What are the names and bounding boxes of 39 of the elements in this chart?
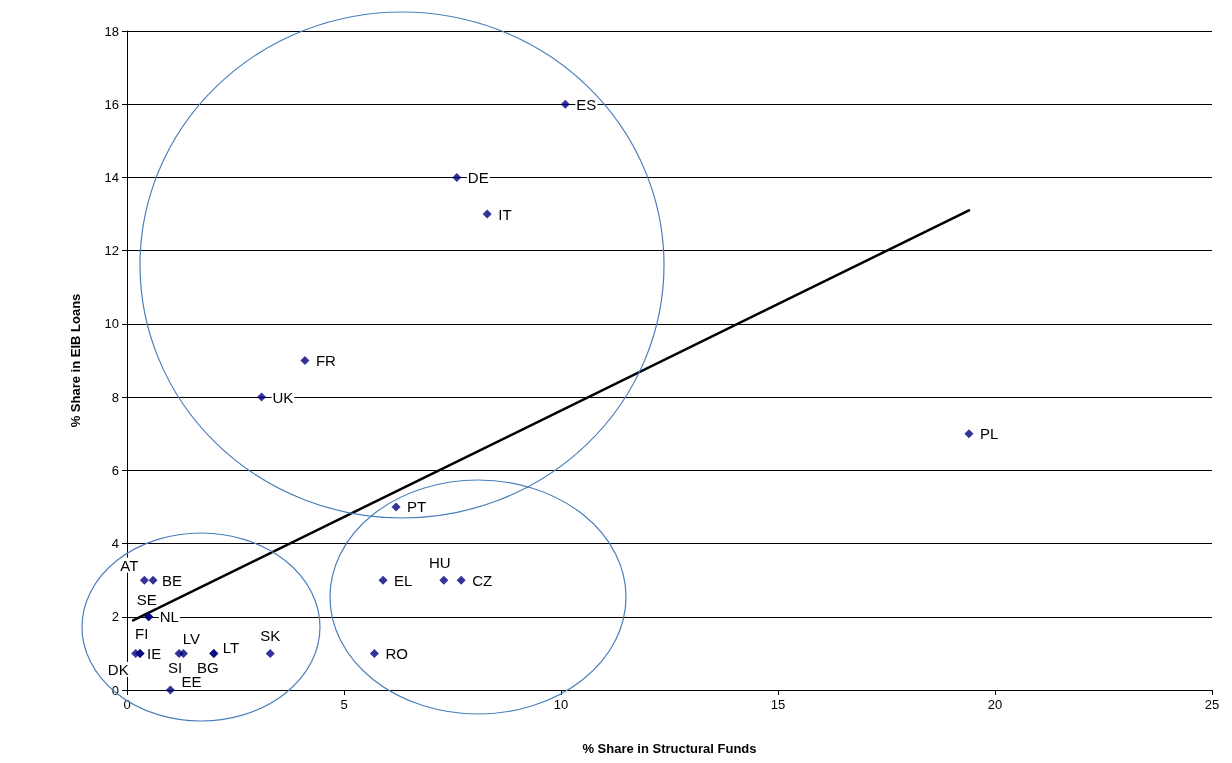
annotation: EL [394, 571, 413, 589]
y-tick-label: 16 [104, 96, 119, 112]
y-tick-label: 14 [104, 169, 119, 185]
x-tick-label: 10 [553, 697, 569, 712]
annotation: SK [260, 626, 281, 644]
annotation: FI [135, 624, 149, 642]
y-tick-label: 4 [111, 536, 119, 552]
annotation: AT [120, 556, 139, 574]
y-tick-label: 8 [111, 389, 119, 405]
y-tick-label: 6 [111, 462, 119, 478]
annotation: RO [385, 644, 408, 662]
annotation: DE [467, 168, 489, 186]
x-tick-label: 0 [123, 697, 131, 712]
annotation: ES [576, 95, 597, 113]
annotation: LT [222, 638, 240, 656]
annotation: IT [498, 205, 512, 223]
x-axis-title: % Share in Structural Funds [582, 741, 757, 756]
annotation: HU [428, 553, 451, 571]
annotation: SI [167, 658, 183, 676]
y-tick-label: 12 [104, 243, 119, 259]
annotation: PT [407, 498, 427, 516]
annotation: BE [162, 571, 183, 589]
annotation: FR [315, 352, 337, 369]
annotation: DK [107, 660, 129, 678]
annotation: SE [136, 591, 157, 609]
x-tick-label: 25 [1204, 697, 1220, 712]
x-tick-label: 20 [987, 697, 1003, 712]
annotation: NL [159, 608, 179, 626]
x-tick-label: 15 [770, 697, 786, 712]
annotation: PL [979, 425, 999, 443]
annotation: IE [147, 644, 162, 662]
y-axis-title: % Share in EIB Loans [68, 293, 83, 428]
y-tick-label: 2 [111, 609, 119, 625]
annotation: UK [272, 388, 294, 406]
y-tick-label: 10 [104, 316, 119, 332]
x-tick-label: 5 [340, 697, 348, 712]
annotation: LV [182, 629, 201, 647]
y-tick-label: 18 [104, 23, 119, 39]
annotation: CZ [472, 571, 493, 589]
